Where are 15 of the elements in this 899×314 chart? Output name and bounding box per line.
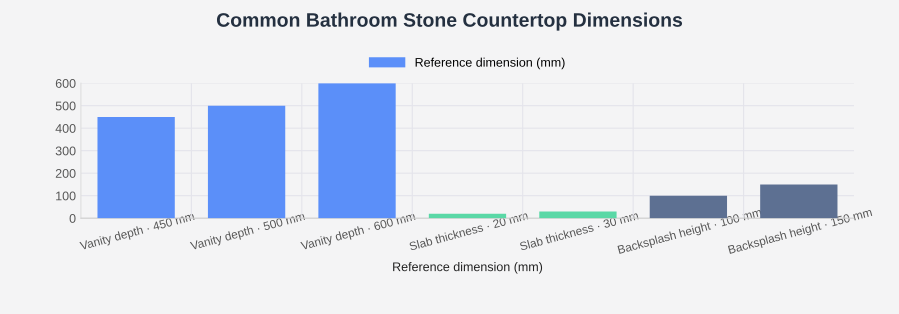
chart-title: Common Bathroom Stone Countertop Dimensions — [216, 12, 682, 31]
bar — [318, 83, 396, 218]
bar — [539, 211, 617, 218]
y-tick-label: 200 — [56, 169, 76, 178]
y-tick-label: 600 — [56, 79, 76, 88]
y-tick-label: 0 — [70, 214, 76, 223]
y-tick-label: 400 — [55, 124, 76, 133]
bar — [97, 116, 175, 218]
x-axis-title: Reference dimension (mm) — [393, 262, 542, 274]
y-tick-label: 300 — [56, 146, 76, 156]
y-tick-label: 100 — [56, 192, 76, 200]
bar — [428, 214, 506, 218]
bar — [208, 106, 286, 218]
legend-label: Reference dimension (mm) — [416, 58, 565, 70]
y-tick-label: 500 — [56, 102, 76, 110]
